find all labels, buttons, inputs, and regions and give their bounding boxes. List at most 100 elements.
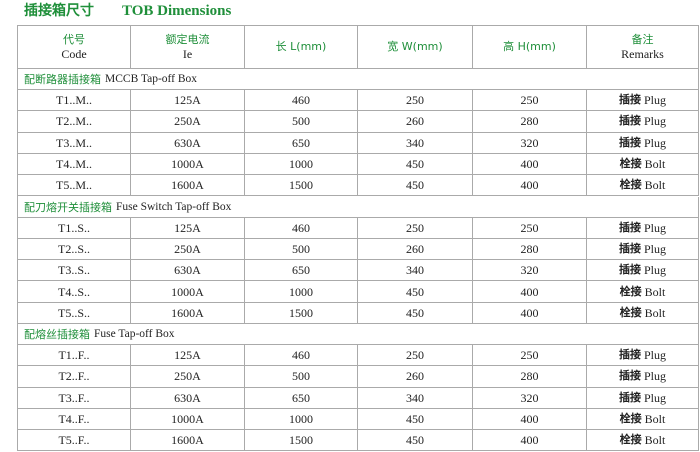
cell: T1..M.. — [18, 90, 131, 112]
remark-cn: 插接 — [618, 220, 641, 234]
cell-text: 280 — [520, 241, 539, 256]
remark-en: Plug — [643, 348, 666, 363]
cell: 450 — [358, 175, 473, 197]
cell: 320 — [473, 387, 587, 409]
cell-text: 460 — [292, 348, 310, 363]
cell: 插接 Plug — [587, 132, 699, 154]
cell: 500 — [245, 111, 358, 133]
cell-text: 250A — [174, 369, 201, 384]
cell-text: 260 — [406, 369, 424, 384]
remark-en: Bolt — [644, 412, 666, 427]
cell: T5..S.. — [18, 302, 131, 324]
cell-text: 340 — [406, 135, 424, 150]
cell: T4..M.. — [18, 153, 131, 176]
remark-cn: 插接 — [618, 241, 641, 255]
header-cn: 额定电流 — [165, 33, 210, 46]
cell: 340 — [358, 387, 473, 409]
remark-cn: 栓接 — [619, 412, 642, 426]
header-cn: 代号 — [63, 33, 85, 46]
cell: 栓接 Bolt — [587, 430, 699, 452]
cell-text: 1000A — [171, 284, 204, 299]
remark-cn: 插接 — [618, 263, 641, 277]
cell-text: T2..F.. — [58, 369, 90, 384]
cell: 1000A — [131, 408, 245, 431]
column-header: 备注 Remarks — [587, 26, 699, 69]
remark-en: Bolt — [644, 157, 666, 172]
cell: T1..S.. — [18, 217, 131, 239]
remark-en: Plug — [643, 93, 666, 108]
cell: 500 — [245, 238, 358, 261]
cell-text: 450 — [406, 433, 424, 448]
header-cn: 备注 — [631, 33, 654, 46]
cell: 630A — [131, 387, 245, 409]
cell: 450 — [358, 302, 473, 324]
cell-text: 1000 — [289, 412, 313, 427]
section-title: 配断路器插接箱 MCCB Tap-off Box — [18, 69, 699, 90]
remark-cn: 栓接 — [619, 157, 642, 171]
cell: 栓接 Bolt — [587, 175, 699, 197]
section-title-cn: 配熔丝插接箱 — [24, 328, 90, 341]
cell: 450 — [358, 430, 473, 452]
cell: 400 — [473, 430, 587, 452]
cell: 1500 — [245, 302, 358, 324]
cell-text: 450 — [406, 412, 424, 427]
cell: 250 — [358, 345, 473, 367]
remark-en: Bolt — [644, 178, 666, 193]
remark-cn: 插接 — [618, 93, 641, 107]
cell-text: 1000 — [289, 284, 313, 299]
cell-text: T1..M.. — [56, 93, 92, 108]
cell: 125A — [131, 345, 245, 367]
cell-text: 250 — [520, 220, 539, 235]
remark-cn: 插接 — [618, 390, 641, 404]
remark-en: Plug — [643, 135, 666, 150]
column-header: 高 H(mm) — [473, 26, 587, 69]
cell: 125A — [131, 90, 245, 112]
cell: 250A — [131, 111, 245, 133]
cell-text: 1600A — [171, 305, 204, 320]
cell: T3..F.. — [18, 387, 131, 409]
cell-text: 260 — [406, 241, 424, 256]
cell: 插接 Plug — [587, 260, 699, 282]
column-header: 额定电流 Ie — [131, 26, 245, 69]
cell: 栓接 Bolt — [587, 281, 699, 303]
cell: 260 — [358, 111, 473, 133]
cell: 插接 Plug — [587, 366, 699, 388]
cell-text: 340 — [406, 263, 424, 278]
cell: 650 — [245, 387, 358, 409]
header-en: Ie — [182, 47, 193, 61]
cell: T2..M.. — [18, 111, 131, 133]
cell: 插接 Plug — [587, 345, 699, 367]
cell: T2..S.. — [18, 238, 131, 261]
cell-text: T4..S.. — [57, 284, 90, 299]
section-title: 配熔丝插接箱 Fuse Tap-off Box — [18, 324, 699, 345]
cell-text: 250A — [174, 114, 201, 129]
cell-text: 400 — [520, 412, 539, 427]
header-en: Code — [61, 47, 87, 61]
cell-text: 1000 — [289, 157, 313, 172]
cell-text: 630A — [174, 135, 201, 150]
cell: 400 — [473, 302, 587, 324]
cell: 250 — [473, 345, 587, 367]
cell-text: T5..S.. — [57, 305, 90, 320]
section-title-en: Fuse Switch Tap-off Box — [116, 200, 232, 213]
cell-text: T4..F.. — [58, 412, 90, 427]
cell: 450 — [358, 281, 473, 303]
cell-text: T2..S.. — [57, 241, 90, 256]
cell-text: 250 — [520, 93, 539, 108]
cell-text: 500 — [292, 114, 310, 129]
cell-text: 1500 — [289, 178, 313, 193]
cell-text: 1000A — [171, 412, 204, 427]
cell: 460 — [245, 217, 358, 239]
cell: 1000 — [245, 408, 358, 431]
cell-text: T5..F.. — [58, 433, 90, 448]
cell-text: 400 — [520, 284, 539, 299]
cell-text: 250 — [406, 348, 424, 363]
cell-text: 400 — [520, 178, 539, 193]
cell: 栓接 Bolt — [587, 153, 699, 176]
cell: T2..F.. — [18, 366, 131, 388]
cell: 280 — [473, 238, 587, 261]
cell-text: 250 — [406, 220, 424, 235]
cell: 260 — [358, 366, 473, 388]
cell: 250 — [473, 90, 587, 112]
cell: 1500 — [245, 175, 358, 197]
